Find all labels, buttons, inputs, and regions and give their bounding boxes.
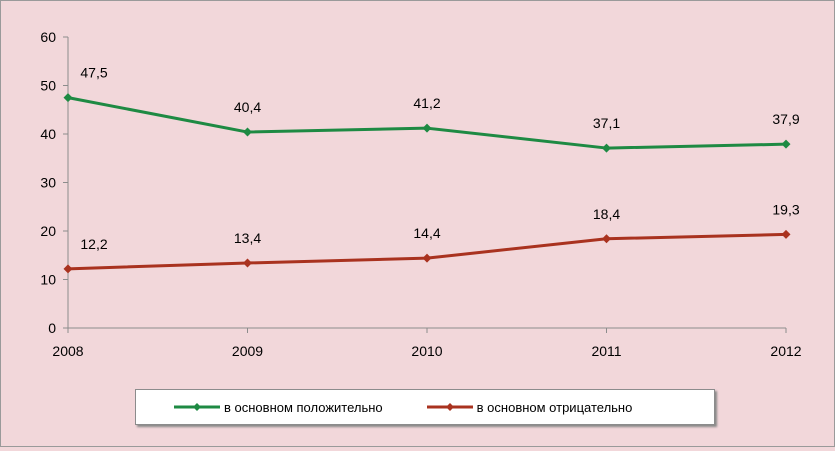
y-tick-label-50: 50 bbox=[40, 78, 56, 94]
data-label-positive-2008: 47,5 bbox=[80, 65, 107, 81]
data-label-negative-2012: 19,3 bbox=[772, 201, 799, 217]
x-tick-label-2010: 2010 bbox=[411, 343, 442, 359]
tick-labels: 0 10 20 30 40 50 60 2008 2009 2010 2011 2012 bbox=[40, 29, 801, 359]
data-label-positive-2010: 41,2 bbox=[413, 95, 440, 111]
x-tick-label-2009: 2009 bbox=[232, 343, 263, 359]
legend-swatch-positive bbox=[174, 403, 220, 411]
y-tick-label-40: 40 bbox=[40, 126, 56, 142]
legend-label-positive: в основном положительно bbox=[224, 399, 383, 415]
legend-entry-positive: в основном положительно bbox=[174, 400, 383, 415]
y-tick-label-30: 30 bbox=[40, 175, 56, 191]
y-tick-label-20: 20 bbox=[40, 223, 56, 239]
y-tick-label-60: 60 bbox=[40, 29, 56, 45]
x-tick-label-2011: 2011 bbox=[591, 343, 621, 359]
data-labels: 47,5 40,4 41,2 37,1 37,9 12,2 13,4 14,4 18,4 19,3 bbox=[80, 65, 799, 252]
legend: в основном положительно в основном отриц… bbox=[135, 389, 715, 425]
data-point-negative-2008 bbox=[63, 264, 73, 274]
data-point-negative-2010 bbox=[422, 253, 432, 263]
data-label-negative-2009: 13,4 bbox=[234, 230, 261, 246]
data-point-positive-2008 bbox=[63, 93, 73, 103]
data-label-negative-2011: 18,4 bbox=[593, 206, 620, 222]
data-label-negative-2010: 14,4 bbox=[413, 225, 440, 241]
axes bbox=[63, 36, 787, 333]
data-point-positive-2011 bbox=[602, 143, 611, 153]
data-label-negative-2008: 12,2 bbox=[80, 236, 107, 252]
data-point-positive-2012 bbox=[781, 139, 791, 149]
data-point-negative-2011 bbox=[602, 234, 611, 244]
y-tick-label-0: 0 bbox=[48, 320, 56, 336]
y-tick-label-10: 10 bbox=[40, 272, 56, 288]
data-point-positive-2010 bbox=[422, 123, 432, 133]
legend-label-negative: в основном отрицательно bbox=[476, 399, 633, 415]
data-point-negative-2012 bbox=[781, 229, 791, 239]
x-tick-label-2008: 2008 bbox=[52, 343, 83, 359]
series-group bbox=[63, 93, 791, 274]
data-point-positive-2009 bbox=[243, 127, 252, 137]
x-tick-label-2012: 2012 bbox=[770, 343, 801, 359]
data-label-positive-2009: 40,4 bbox=[234, 99, 261, 115]
data-label-positive-2012: 37,9 bbox=[772, 111, 799, 127]
legend-swatch-negative bbox=[426, 403, 473, 411]
data-label-positive-2011: 37,1 bbox=[593, 115, 620, 131]
legend-entry-negative: в основном отрицательно bbox=[426, 399, 633, 415]
data-point-negative-2009 bbox=[243, 258, 252, 268]
